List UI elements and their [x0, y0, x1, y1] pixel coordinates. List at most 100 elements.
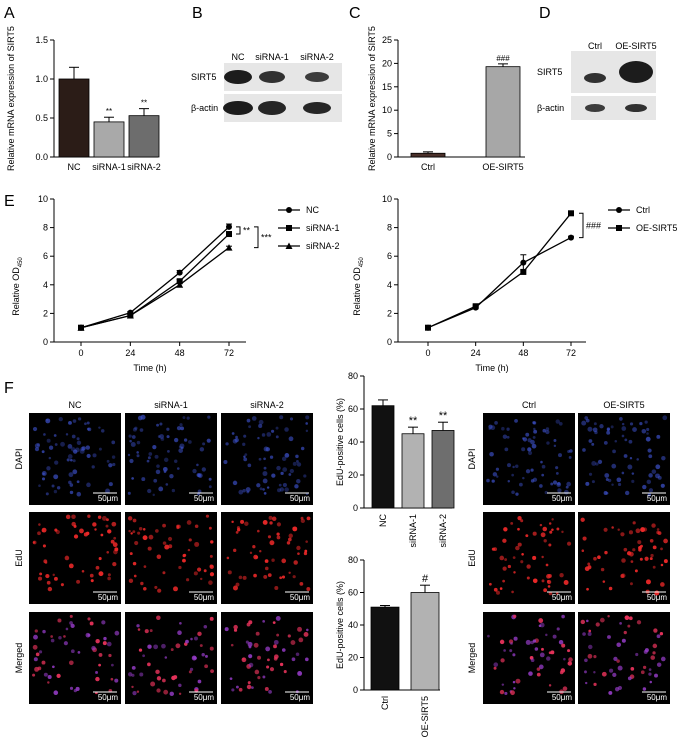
scale-bar-label: 50μm	[290, 593, 311, 602]
significance-label: **	[409, 415, 418, 427]
cell-nucleus	[539, 652, 545, 658]
cell-nucleus	[73, 534, 79, 539]
cell-nucleus	[197, 679, 202, 684]
x-tick-label: siRNA-2	[438, 514, 448, 548]
cell-nucleus	[233, 624, 238, 630]
cell-nucleus	[562, 686, 568, 691]
cell-nucleus	[205, 654, 208, 658]
cell-nucleus	[656, 634, 661, 639]
cell-nucleus	[32, 426, 38, 432]
cell-nucleus	[171, 488, 176, 493]
cell-nucleus	[566, 541, 572, 546]
cell-nucleus	[201, 467, 206, 472]
y-tick-label: 15	[382, 82, 392, 92]
cell-nucleus	[167, 536, 173, 541]
micrograph-background	[578, 612, 670, 704]
cell-nucleus	[183, 553, 187, 557]
cell-nucleus	[72, 419, 77, 423]
cell-nucleus	[130, 532, 133, 535]
cell-nucleus	[231, 432, 235, 435]
cell-nucleus	[656, 528, 660, 531]
bar	[58, 78, 90, 158]
cell-nucleus	[547, 585, 551, 588]
cell-nucleus	[282, 482, 287, 488]
cell-nucleus	[515, 492, 519, 496]
cell-nucleus	[649, 538, 654, 543]
cell-nucleus	[246, 418, 251, 423]
cell-nucleus	[139, 428, 144, 432]
cell-nucleus	[297, 552, 300, 555]
y-axis-label: Relative mRNA expression of SIRT5	[367, 26, 377, 171]
cell-nucleus	[279, 576, 283, 580]
protein-band	[585, 104, 605, 112]
cell-nucleus	[588, 629, 592, 633]
cell-nucleus	[614, 439, 618, 443]
cell-nucleus	[176, 467, 180, 470]
cell-nucleus	[137, 415, 143, 421]
cell-nucleus	[653, 628, 658, 633]
cell-nucleus	[515, 464, 519, 468]
cell-nucleus	[659, 632, 664, 636]
cell-nucleus	[131, 665, 136, 670]
y-axis-label: EdU-positive cells (%)	[335, 581, 345, 669]
series-line	[80, 247, 230, 329]
cell-nucleus	[526, 576, 530, 580]
cell-nucleus	[275, 615, 281, 621]
cell-nucleus	[199, 644, 203, 648]
y-tick-label: 4	[387, 280, 392, 290]
cell-nucleus	[299, 581, 304, 586]
cell-nucleus	[252, 545, 256, 549]
cell-nucleus	[183, 438, 188, 442]
cell-nucleus	[541, 579, 545, 583]
y-tick-label: 1.5	[35, 35, 48, 45]
y-tick-label: 8	[387, 223, 392, 233]
cell-nucleus	[186, 520, 192, 525]
cell-nucleus	[53, 690, 59, 695]
cell-nucleus	[197, 489, 202, 494]
cell-nucleus	[624, 615, 630, 621]
cell-nucleus	[257, 436, 260, 440]
cell-nucleus	[235, 582, 240, 587]
cell-nucleus	[204, 664, 209, 669]
scale-bar-label: 50μm	[647, 494, 668, 503]
y-tick-label: 40	[348, 437, 358, 447]
micrograph-background	[125, 512, 217, 604]
cell-nucleus	[251, 416, 257, 421]
cell-nucleus	[76, 480, 80, 484]
cell-nucleus	[68, 472, 74, 478]
x-tick-label: Ctrl	[421, 162, 435, 172]
cell-nucleus	[128, 434, 132, 438]
micrograph-row-label: EdU	[467, 549, 477, 567]
x-tick-label: 48	[518, 348, 528, 358]
cell-nucleus	[102, 641, 107, 646]
cell-nucleus	[591, 442, 595, 446]
cell-nucleus	[499, 639, 505, 645]
cell-nucleus	[542, 428, 547, 433]
cell-nucleus	[517, 542, 522, 547]
cell-nucleus	[551, 528, 554, 532]
cell-nucleus	[593, 671, 596, 674]
protein-band	[305, 72, 329, 82]
cell-nucleus	[147, 546, 152, 551]
cell-nucleus	[661, 455, 666, 461]
cell-nucleus	[630, 560, 634, 563]
cell-nucleus	[504, 691, 508, 695]
cell-nucleus	[245, 640, 249, 644]
cell-nucleus	[289, 468, 295, 474]
micrograph-background	[221, 413, 313, 505]
cell-nucleus	[303, 631, 309, 637]
cell-nucleus	[92, 453, 97, 458]
data-point	[568, 234, 574, 241]
cell-nucleus	[272, 621, 276, 625]
cell-nucleus	[650, 553, 654, 558]
cell-nucleus	[305, 540, 308, 543]
cell-nucleus	[530, 468, 534, 472]
cell-nucleus	[208, 580, 213, 585]
cell-nucleus	[160, 437, 165, 441]
cell-nucleus	[282, 467, 288, 472]
cell-nucleus	[32, 644, 38, 650]
cell-nucleus	[136, 690, 140, 693]
x-tick-label: NC	[378, 514, 388, 527]
cell-nucleus	[521, 447, 526, 452]
cell-nucleus	[69, 621, 73, 625]
